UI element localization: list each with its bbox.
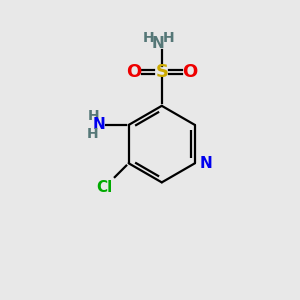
Text: S: S [155,63,168,81]
Text: H: H [143,31,154,44]
Text: N: N [200,156,212,171]
Text: N: N [93,118,106,133]
Text: H: H [88,109,100,122]
Text: O: O [126,63,141,81]
Text: H: H [162,31,174,44]
Text: O: O [182,63,197,81]
Text: H: H [87,127,98,141]
Text: Cl: Cl [96,180,112,195]
Text: N: N [152,37,165,52]
